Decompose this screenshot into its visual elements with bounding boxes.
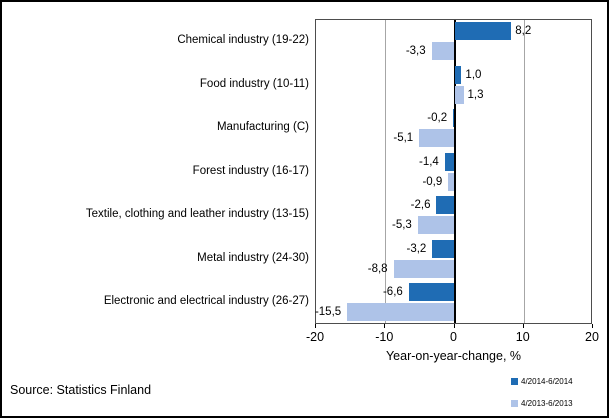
legend-label: 4/2013-6/2013 — [521, 399, 573, 408]
bar-value-label: -8,8 — [367, 262, 388, 275]
x-tick-mark — [315, 324, 316, 328]
category-label: Textile, clothing and leather industry (… — [85, 208, 309, 221]
bar-value-label: -2,6 — [410, 199, 431, 212]
plot-area: 8,2 -3,3 1,0 1,3 -0,2 -5,1 -1,4 -0,9 -2,6 -5,3 -3,… — [315, 19, 592, 324]
bar-value-label: -0,2 — [427, 112, 448, 125]
gridline — [523, 20, 525, 323]
bar-current-period — [436, 196, 455, 215]
bar-value-label: -3,3 — [405, 45, 426, 57]
x-tick-label: -10 — [375, 330, 394, 344]
bar-value-label: -6,6 — [382, 286, 403, 299]
x-axis-label: Year-on-year-change, % — [385, 349, 522, 363]
x-tick-label: 10 — [515, 330, 530, 344]
bar-current-period — [453, 109, 455, 128]
legend-swatch-icon — [511, 378, 518, 385]
legend: 4/2014-6/2014 4/2013-6/2013 — [511, 377, 573, 408]
bar-value-label: -5,1 — [393, 132, 414, 145]
bar-previous-period — [454, 85, 464, 104]
zero-axis-line — [453, 20, 456, 323]
category-label: Metal industry (24-30) — [197, 251, 309, 264]
bar-previous-period — [431, 42, 455, 60]
bar-previous-period — [417, 216, 455, 235]
bar-current-period — [454, 22, 512, 40]
bar-previous-period — [393, 259, 455, 278]
x-tick-mark — [522, 324, 524, 328]
bar-current-period — [444, 152, 455, 171]
x-tick-label: 20 — [585, 330, 599, 344]
bar-value-label: -1,4 — [418, 155, 439, 168]
bar-value-label: 8,2 — [515, 25, 532, 37]
category-label: Chemical industry (19-22) — [177, 34, 309, 46]
bar-value-label: -0,9 — [422, 175, 443, 188]
legend-label: 4/2014-6/2014 — [521, 377, 573, 386]
bar-previous-period — [448, 172, 455, 191]
legend-swatch-icon — [511, 400, 518, 407]
bar-current-period — [408, 283, 455, 302]
x-tick-mark — [592, 324, 593, 328]
bar-current-period — [432, 239, 455, 258]
category-label: Electronic and electrical industry (26-2… — [103, 295, 309, 308]
source-text: Source: Statistics Finland — [10, 383, 152, 397]
category-label: Forest industry (16-17) — [192, 164, 309, 177]
bar-previous-period — [419, 129, 455, 148]
gridline — [385, 20, 387, 323]
legend-item: 4/2013-6/2013 — [511, 399, 573, 408]
x-tick-mark — [384, 324, 386, 328]
category-label: Manufacturing (C) — [216, 121, 309, 134]
bar-value-label: -5,3 — [391, 219, 412, 232]
bar-value-label: 1,3 — [467, 88, 484, 101]
bar-value-label: -15,5 — [314, 306, 342, 319]
bar-current-period — [454, 65, 462, 84]
bar-value-label: -3,2 — [406, 242, 427, 255]
bar-value-label: 1,0 — [465, 68, 482, 81]
x-tick-label: -20 — [305, 330, 325, 344]
x-tick-mark — [453, 324, 455, 328]
category-label: Food industry (10-11) — [199, 77, 309, 90]
x-tick-label: 0 — [450, 330, 457, 344]
bar-previous-period — [347, 303, 455, 322]
legend-item: 4/2014-6/2014 — [511, 377, 573, 386]
